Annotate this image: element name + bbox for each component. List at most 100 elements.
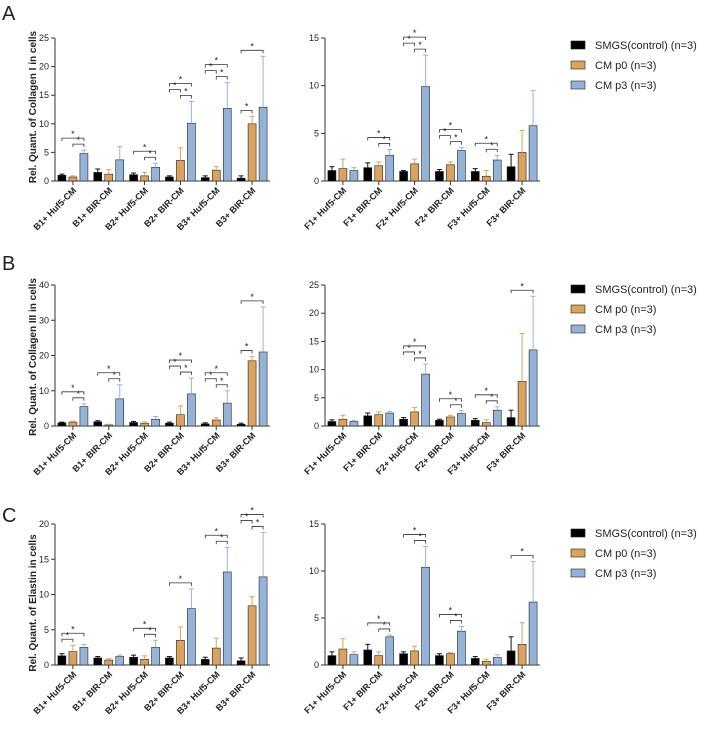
chart-c-left-bar [236,660,246,666]
chart-a-left-bar [151,166,160,182]
chart-b-right-ytick-label: 10 [309,365,319,375]
chart-a-left-significance-star: * [143,142,147,152]
chart-a-left-ytick-label: 25 [39,33,49,43]
chart-a-right-significance-bracket [403,36,426,41]
chart-b-right-ytick-label: 25 [309,280,319,290]
chart-c-left-significance-bracket [144,633,156,638]
chart-b-right-bar [410,411,419,427]
chart-b-left-bar [200,423,210,427]
chart-b-left-ytick-label: 0 [44,421,49,431]
panel-a-ylabel: Rel. Quant. of Collagen I in cells [28,30,39,183]
chart-b-left-significance-bracket [240,300,264,304]
chart-c-right-bar [385,636,395,666]
chart-c-right-bar [363,649,373,666]
chart-b-right-significance-star: * [520,281,524,291]
chart-a-left-ytick-label: 5 [44,147,49,157]
panel-letter-b: B [2,253,15,275]
chart-c-right-bar [399,653,408,666]
chart-a-left-significance-bracket [133,150,156,155]
chart-c-left-bar [129,656,138,666]
chart-a-left-ytick-label: 10 [39,119,49,129]
chart-a-left-significance-bracket [180,95,192,99]
chart-a-right-bar [363,167,373,182]
chart-b-left-significance-bracket [61,391,85,395]
chart-b-left-significance-star: * [179,351,183,361]
chart-b-left-ytick-label: 40 [39,280,49,290]
chart-c-right-significance-star: * [382,620,386,630]
chart-a-left-bar [79,153,89,182]
chart-b-right-bar [374,414,384,427]
chart-c-left-significance-bracket [251,526,264,530]
chart-c-right-significance-star: * [520,547,524,557]
chart-b-left-bar [151,419,160,427]
chart-a-left-ytick-label: 15 [39,90,49,100]
panel-letter-a: A [2,3,16,25]
chart-b-right-significance-star: * [484,386,488,396]
chart-c-right-significance-bracket [403,534,426,538]
chart-a-right-significance-star: * [454,133,458,143]
chart-c-left-ytick-label: 20 [39,519,49,529]
chart-c-right-category-label: F1+ Huf5-CM [302,669,348,715]
chart-c-right-bar [517,644,527,666]
chart-c-right-significance-star: * [413,526,417,536]
chart-c-left-significance-bracket [61,638,74,643]
chart-a-right-significance-bracket [485,148,498,153]
chart-c-right-significance-star: * [454,611,458,621]
chart-a-left-bar [93,172,103,182]
chart-c-left-significance-star: * [71,624,75,634]
panel-letter-c: C [2,505,16,527]
chart-c-left-significance-bracket [204,534,228,539]
legend-a-label-p0: CM p0 (n=3) [595,60,656,72]
chart-c-left-significance-star: * [245,511,249,521]
chart-a-left-bar [165,176,174,182]
chart-c-right-bar [481,660,491,666]
chart-b-right-significance-bracket [474,394,498,398]
chart-b-left-bar [140,422,149,427]
legend-a-swatch-p3 [570,80,586,90]
legend-b-label-control: SMGS(control) (n=3) [595,284,697,296]
chart-a-right-bar [349,170,359,182]
chart-a-left-significance-star: * [179,74,183,84]
chart-a-right-ytick-label: 15 [309,33,319,43]
chart-b-right-significance-bracket [403,345,426,349]
chart-c-left-significance-star: * [256,517,260,527]
chart-a-left-significance-star: * [71,129,75,139]
chart-b-right-significance-bracket [485,400,498,404]
chart-a-left-bar [115,159,125,182]
chart-a-left-significance-bracket [215,76,228,80]
chart-a-right-ytick-label: 0 [314,176,319,186]
chart-a-left-significance-star: * [220,68,224,78]
chart-a-left-bar [236,177,246,182]
chart-a-right-significance-star: * [377,129,381,139]
chart-b-right-bar [327,421,337,427]
chart-c-right-significance-bracket [378,628,391,632]
chart-c-left-bar [151,647,160,666]
chart-c-left-bar [200,659,210,666]
chart-a-left-significance-star: * [209,62,213,72]
chart-c-right-bar [410,650,419,666]
chart-b-left-bar [187,393,196,427]
chart-a-left-significance-bracket [144,156,156,161]
chart-b-right-bar [457,413,466,427]
chart-a-right-bar [457,150,466,182]
chart-a-left-significance-star: * [214,56,218,66]
chart-a-left-significance-star: * [245,101,249,111]
chart-a-right-significance-bracket [378,143,391,147]
chart-c-right-bar [374,655,384,666]
chart-c-right-bar [446,653,455,666]
chart-b-left-ytick-label: 20 [39,351,49,361]
chart-b-left-significance-star: * [245,342,249,352]
chart-b-right-significance-star: * [418,349,422,359]
chart-a-left-bar [140,175,149,182]
chart-a-right-significance-star: * [490,140,494,150]
chart-a-right-bar [517,152,527,182]
chart-a-left-ytick-label: 0 [44,176,49,186]
chart-c-right-significance-star: * [418,532,422,542]
chart-b-right-significance-star: * [413,337,417,347]
legend-c-label-p0: CM p0 (n=3) [595,548,656,560]
chart-a-right-bar [374,165,384,182]
